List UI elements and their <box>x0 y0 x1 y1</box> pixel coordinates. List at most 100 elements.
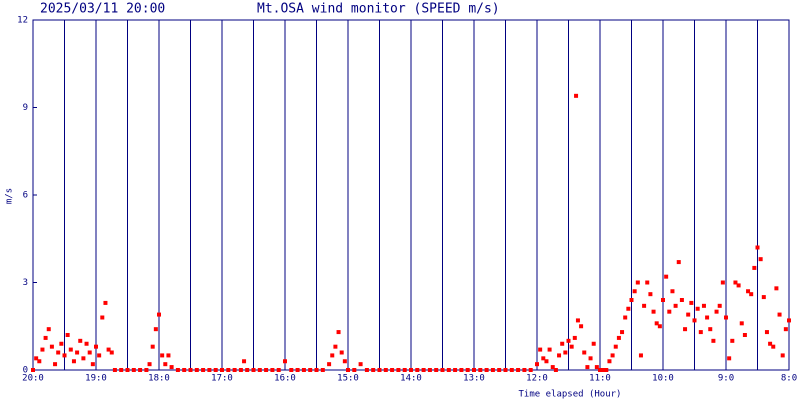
data-point <box>396 368 401 372</box>
data-point <box>490 368 495 372</box>
data-point <box>59 341 64 346</box>
data-point <box>427 368 432 372</box>
data-point <box>528 368 533 372</box>
data-point <box>638 353 643 358</box>
data-point <box>686 312 691 317</box>
x-tick-label: 16:0 <box>274 374 296 384</box>
data-point <box>780 353 785 358</box>
data-point <box>238 368 243 372</box>
data-point <box>645 280 650 285</box>
data-point <box>330 353 335 358</box>
data-point <box>516 368 521 372</box>
data-point <box>683 327 688 332</box>
data-point <box>635 280 640 285</box>
data-point <box>169 365 174 370</box>
data-point <box>125 368 130 372</box>
data-point <box>34 356 39 361</box>
data-point <box>651 309 656 314</box>
x-tick-label: 15:0 <box>337 374 359 384</box>
data-point <box>163 362 168 367</box>
data-point <box>213 368 218 372</box>
data-point <box>749 292 754 297</box>
data-point <box>402 368 407 372</box>
data-point <box>654 321 659 326</box>
data-point <box>768 341 773 346</box>
data-point <box>547 347 552 352</box>
data-point <box>371 368 376 372</box>
data-point <box>541 356 546 361</box>
data-point <box>544 359 549 364</box>
data-point <box>232 368 237 372</box>
data-point <box>563 350 568 355</box>
data-point <box>667 309 672 314</box>
data-point <box>758 257 763 262</box>
data-point <box>53 362 58 367</box>
data-point <box>695 306 700 311</box>
data-point <box>409 368 413 372</box>
data-point <box>575 318 580 323</box>
data-point <box>610 353 615 358</box>
data-point <box>97 353 102 358</box>
data-point <box>503 368 508 372</box>
data-point <box>585 365 590 370</box>
data-point <box>720 280 725 285</box>
data-point <box>245 368 250 372</box>
data-point <box>724 315 728 320</box>
data-point <box>78 338 83 343</box>
data-point <box>339 350 344 355</box>
data-point <box>31 368 35 372</box>
data-point <box>746 289 751 294</box>
data-point <box>131 368 136 372</box>
x-tick-label: 9:0 <box>718 374 734 384</box>
data-point <box>336 330 341 335</box>
data-point <box>264 368 269 372</box>
data-point <box>708 327 713 332</box>
x-tick-label: 14:0 <box>400 374 422 384</box>
data-point <box>733 280 738 285</box>
data-point <box>226 368 231 372</box>
data-point <box>623 315 628 320</box>
x-tick-label: 10:0 <box>652 374 674 384</box>
data-point <box>194 368 199 372</box>
data-point <box>459 368 464 372</box>
data-point <box>364 368 369 372</box>
data-point <box>453 368 458 372</box>
data-point <box>701 303 706 308</box>
data-point <box>342 359 347 364</box>
data-point <box>440 368 445 372</box>
data-point <box>679 298 684 302</box>
data-point <box>705 315 710 320</box>
data-point <box>739 321 744 326</box>
x-tick-label: 17:0 <box>211 374 233 384</box>
data-point <box>553 368 558 372</box>
data-point <box>594 365 599 370</box>
y-tick-label: 12 <box>17 16 28 26</box>
data-point <box>560 341 565 346</box>
y-tick-label: 0 <box>23 366 28 376</box>
chart-title: 2025/03/11 20:00 <box>40 2 165 17</box>
data-point <box>755 245 760 250</box>
data-point <box>616 335 621 340</box>
data-point <box>698 330 703 335</box>
data-point <box>670 289 675 294</box>
x-tick-label: 19:0 <box>85 374 107 384</box>
data-point <box>676 260 681 265</box>
data-point <box>465 368 470 372</box>
data-point <box>692 318 697 323</box>
data-point <box>550 365 555 370</box>
data-point <box>301 368 306 372</box>
data-point <box>283 359 287 364</box>
y-tick-label: 9 <box>23 103 28 113</box>
y-tick-label: 3 <box>23 278 28 288</box>
data-point <box>613 344 618 349</box>
data-point <box>289 368 294 372</box>
data-point <box>242 359 247 364</box>
data-point <box>150 344 155 349</box>
data-point <box>383 368 388 372</box>
data-point <box>160 353 165 358</box>
data-point <box>588 356 593 361</box>
data-point <box>538 347 543 352</box>
data-point <box>333 344 338 349</box>
data-point <box>112 368 117 372</box>
data-point <box>657 324 662 329</box>
